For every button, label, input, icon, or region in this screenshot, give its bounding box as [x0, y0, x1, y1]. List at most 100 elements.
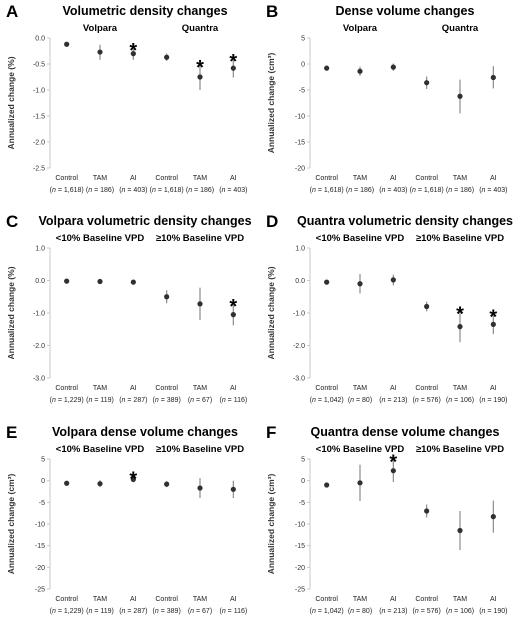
category-n-label: (n = 1,618): [150, 187, 184, 194]
category-n-label: (n = 190): [479, 608, 507, 615]
panel-b: B Dense volume changes Volpara Quantra 5 0 -5 -…: [260, 0, 520, 210]
category-n-label: (n = 119): [86, 397, 114, 404]
category-n-label: (n = 1,618): [50, 187, 84, 194]
category-n-label: (n = 116): [219, 608, 247, 615]
category-label: TAM: [353, 596, 367, 603]
y-tick-label: -10: [295, 114, 305, 121]
category-n-label: (n = 186): [86, 187, 114, 194]
category-label: AI: [390, 596, 397, 603]
data-point: [130, 476, 136, 482]
group-label: Quantra: [182, 23, 219, 34]
y-tick-label: 0: [301, 478, 305, 485]
data-point: [97, 481, 103, 487]
data-point: [164, 481, 170, 487]
data-point: [490, 74, 496, 81]
significance-star: *: [389, 451, 397, 473]
category-n-label: (n = 389): [153, 608, 181, 615]
category-label: Control: [315, 385, 338, 392]
category-label: AI: [230, 175, 237, 182]
chart-c: C Volpara volumetric density changes <10% …: [6, 212, 252, 404]
category-label: AI: [130, 596, 137, 603]
chart-title: Quantra volumetric density changes: [297, 214, 513, 228]
y-tick-label: -3.0: [293, 376, 305, 383]
category-n-label: (n = 67): [188, 608, 212, 615]
data-point: [130, 51, 136, 57]
category-n-label: (n = 287): [119, 608, 147, 615]
category-label: Control: [155, 175, 178, 182]
category-label: TAM: [193, 596, 207, 603]
y-axis-label: Annualized change (%): [6, 266, 16, 359]
y-tick-label: -2.0: [33, 140, 45, 147]
panel-letter: D: [266, 212, 278, 231]
category-label: Control: [415, 596, 438, 603]
category-n-label: (n = 1,042): [310, 397, 344, 404]
panel-a: A Volumetric density changes Volpara Quantr…: [0, 0, 260, 210]
y-axis-label: Annualized change (%): [6, 56, 16, 149]
category-n-label: (n = 80): [348, 608, 372, 615]
chart-e: E Volpara dense volume changes <10% Baseli…: [6, 423, 247, 615]
category-label: AI: [390, 385, 397, 392]
category-label: TAM: [93, 596, 107, 603]
significance-star: *: [229, 51, 237, 73]
panel-f: F Quantra dense volume changes <10% Baseli…: [260, 421, 520, 631]
category-label: Control: [155, 596, 178, 603]
group-label: ≥10% Baseline VPD: [156, 444, 244, 455]
group-label: <10% Baseline VPD: [316, 444, 405, 455]
group-label: <10% Baseline VPD: [56, 233, 145, 244]
group-label: ≥10% Baseline VPD: [416, 233, 504, 244]
y-tick-label: 0.0: [295, 278, 305, 285]
data-point: [424, 80, 430, 86]
data-point: [197, 74, 203, 80]
group-label: Quantra: [442, 23, 479, 34]
category-n-label: (n = 1,229): [50, 608, 84, 615]
panel-letter: E: [6, 423, 17, 442]
category-label: AI: [490, 385, 497, 392]
y-tick-label: 1.0: [295, 246, 305, 253]
y-axis-label: Annualized change (%): [266, 266, 276, 359]
category-n-label: (n = 80): [348, 397, 372, 404]
y-tick-label: -3.0: [33, 376, 45, 383]
data-point: [197, 485, 203, 491]
data-point: [97, 278, 103, 285]
category-label: TAM: [193, 385, 207, 392]
category-label: TAM: [93, 385, 107, 392]
chart-title: Dense volume changes: [336, 4, 475, 18]
panel-letter: B: [266, 2, 278, 21]
category-n-label: (n = 576): [413, 397, 441, 404]
group-label: Volpara: [343, 23, 378, 34]
group-label: ≥10% Baseline VPD: [416, 444, 504, 455]
panel-d: D Quantra volumetric density changes <10% …: [260, 210, 520, 420]
category-n-label: (n = 1,618): [410, 187, 444, 194]
y-tick-label: -1.0: [33, 311, 45, 318]
chart-title: Volpara volumetric density changes: [38, 214, 251, 228]
y-tick-label: -25: [35, 587, 45, 594]
data-point: [457, 324, 463, 330]
category-label: TAM: [453, 385, 467, 392]
group-label: <10% Baseline VPD: [316, 233, 405, 244]
y-tick-label: -0.5: [33, 62, 45, 69]
y-tick-label: 5: [301, 457, 305, 464]
group-label: ≥10% Baseline VPD: [156, 233, 244, 244]
category-n-label: (n = 190): [479, 397, 507, 404]
chart-title: Volpara dense volume changes: [52, 425, 238, 439]
category-label: AI: [230, 385, 237, 392]
data-point: [164, 54, 170, 60]
y-tick-label: -2.5: [33, 166, 45, 173]
data-point: [357, 281, 363, 287]
category-n-label: (n = 1,618): [310, 187, 344, 194]
category-n-label: (n = 116): [219, 397, 247, 404]
y-tick-label: -20: [295, 166, 305, 173]
data-point: [424, 508, 430, 514]
category-n-label: (n = 186): [446, 187, 474, 194]
data-point: [324, 65, 330, 71]
category-label: Control: [55, 596, 78, 603]
y-tick-label: -20: [295, 565, 305, 572]
chart-a: A Volumetric density changes Volpara Quantr…: [6, 2, 247, 194]
category-n-label: (n = 213): [379, 397, 407, 404]
data-point: [324, 279, 330, 285]
y-tick-label: -15: [295, 543, 305, 550]
category-label: AI: [490, 596, 497, 603]
significance-star: *: [129, 468, 137, 490]
category-label: TAM: [93, 175, 107, 182]
